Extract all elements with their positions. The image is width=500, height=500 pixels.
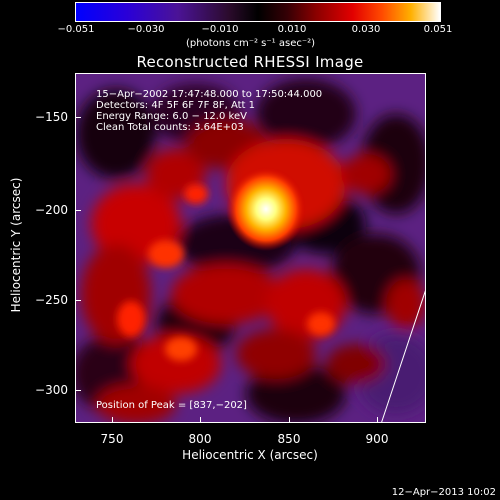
y-axis-label: Heliocentric Y (arcsec) <box>9 177 23 313</box>
colorbar-units: (photons cm⁻² s⁻¹ asec⁻²) <box>186 38 316 49</box>
colorbar-gradient <box>76 3 440 21</box>
colorbar-tick-label: 0.010 <box>277 24 307 35</box>
x-tick-mark <box>200 417 201 423</box>
y-tick-mark <box>75 117 81 118</box>
x-tick-label: 900 <box>365 432 389 446</box>
y-tick-label: −200 <box>35 203 68 217</box>
image-plot: 15−Apr−2002 17:47:48.000 to 17:50:44.000… <box>75 73 426 423</box>
y-tick-label: −250 <box>35 293 68 307</box>
y-tick-mark <box>75 390 81 391</box>
info-time: 15−Apr−2002 17:47:48.000 to 17:50:44.000 <box>96 89 323 100</box>
colorbar-tick-label: −0.010 <box>201 24 239 35</box>
info-peak: Position of Peak = [837,−202] <box>96 400 247 411</box>
info-clean: Clean Total counts: 3.64E+03 <box>96 122 244 133</box>
x-tick-mark <box>112 417 113 423</box>
info-detectors: Detectors: 4F 5F 6F 7F 8F, Att 1 <box>96 100 256 111</box>
colorbar-tick-label: −0.030 <box>127 24 165 35</box>
y-tick-label: −300 <box>35 383 68 397</box>
reconstructed-image <box>76 74 425 422</box>
colorbar-tick-label: −0.051 <box>57 24 95 35</box>
x-tick-mark <box>377 417 378 423</box>
y-tick-mark <box>75 210 81 211</box>
x-tick-label: 850 <box>277 432 301 446</box>
colorbar-tick-label: 0.051 <box>423 24 453 35</box>
info-energy: Energy Range: 6.0 − 12.0 keV <box>96 111 247 122</box>
plot-title: Reconstructed RHESSI Image <box>136 53 364 71</box>
colorbar-tick-label: 0.030 <box>351 24 381 35</box>
x-tick-label: 750 <box>100 432 124 446</box>
y-tick-mark <box>75 300 81 301</box>
x-axis-label: Heliocentric X (arcsec) <box>182 448 318 462</box>
colorbar <box>75 2 441 22</box>
limb-line <box>381 290 425 422</box>
x-tick-mark <box>289 417 290 423</box>
timestamp-footer: 12−Apr−2013 10:02 <box>391 487 496 498</box>
x-tick-label: 800 <box>188 432 212 446</box>
y-tick-label: −150 <box>35 110 68 124</box>
